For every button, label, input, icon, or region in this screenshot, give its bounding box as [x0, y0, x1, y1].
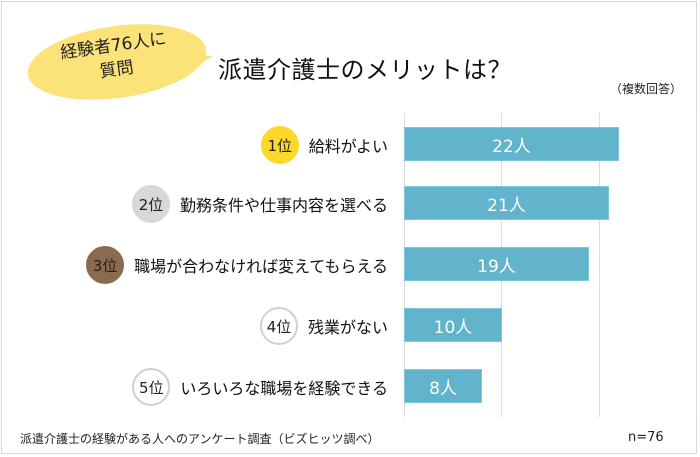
bar: 19人: [404, 247, 589, 281]
bar-value-label: 19人: [477, 256, 516, 277]
bar-row: 1位 給料がよい 22人: [0, 126, 700, 164]
category-label: 給料がよい: [308, 137, 388, 156]
rank-text: 5位: [139, 378, 164, 397]
category-label: 残業がない: [307, 318, 388, 337]
bar-row: 5位 いろいろな職場を経験できる 8人: [0, 368, 700, 406]
row-label-group: 5位 いろいろな職場を経験できる: [132, 368, 388, 406]
chart-title: 派遣介護士のメリットは？: [218, 56, 512, 84]
bar-row: 2位 勤務条件や仕事内容を選べる 21人: [0, 185, 700, 223]
sample-size: n=76: [628, 430, 664, 445]
rank-badge: 3位: [86, 246, 125, 284]
rank-badge: 2位: [131, 185, 170, 223]
rank-text: 1位: [267, 136, 293, 155]
row-label-group: 1位 給料がよい: [260, 126, 388, 164]
row-label-group: 3位 職場が合わなければ変えてもらえる: [86, 246, 388, 284]
category-label: 職場が合わなければ変えてもらえる: [134, 257, 388, 276]
bar: 22人: [404, 127, 619, 161]
row-label-group: 4位 残業がない: [259, 307, 388, 345]
rank-text: 2位: [138, 195, 164, 214]
rank-badge: 4位: [259, 307, 298, 345]
bar-row: 4位 残業がない 10人: [0, 307, 700, 345]
rank-badge: 5位: [132, 368, 171, 406]
multiple-answer-note: （複数回答）: [609, 82, 682, 96]
bar-value-label: 8人: [429, 378, 457, 399]
bar: 10人: [404, 308, 502, 342]
bar-value-label: 21人: [487, 195, 526, 216]
gridline-20: [599, 113, 600, 417]
rank-badge: 1位: [260, 126, 299, 164]
source-note: 派遣介護士の経験がある人へのアンケート調査（ビズヒッツ調べ）: [20, 432, 380, 446]
gridline-30: [696, 113, 697, 417]
bar: 21人: [404, 186, 609, 220]
category-label: 勤務条件や仕事内容を選べる: [179, 196, 388, 215]
bar-row: 3位 職場が合わなければ変えてもらえる 19人: [0, 246, 700, 284]
bar: 8人: [404, 369, 482, 403]
rank-text: 3位: [92, 256, 118, 275]
rank-text: 4位: [266, 317, 292, 336]
bar-value-label: 10人: [433, 317, 473, 338]
bar-value-label: 22人: [492, 136, 531, 157]
row-label-group: 2位 勤務条件や仕事内容を選べる: [131, 185, 388, 223]
category-label: いろいろな職場を経験できる: [180, 379, 388, 398]
